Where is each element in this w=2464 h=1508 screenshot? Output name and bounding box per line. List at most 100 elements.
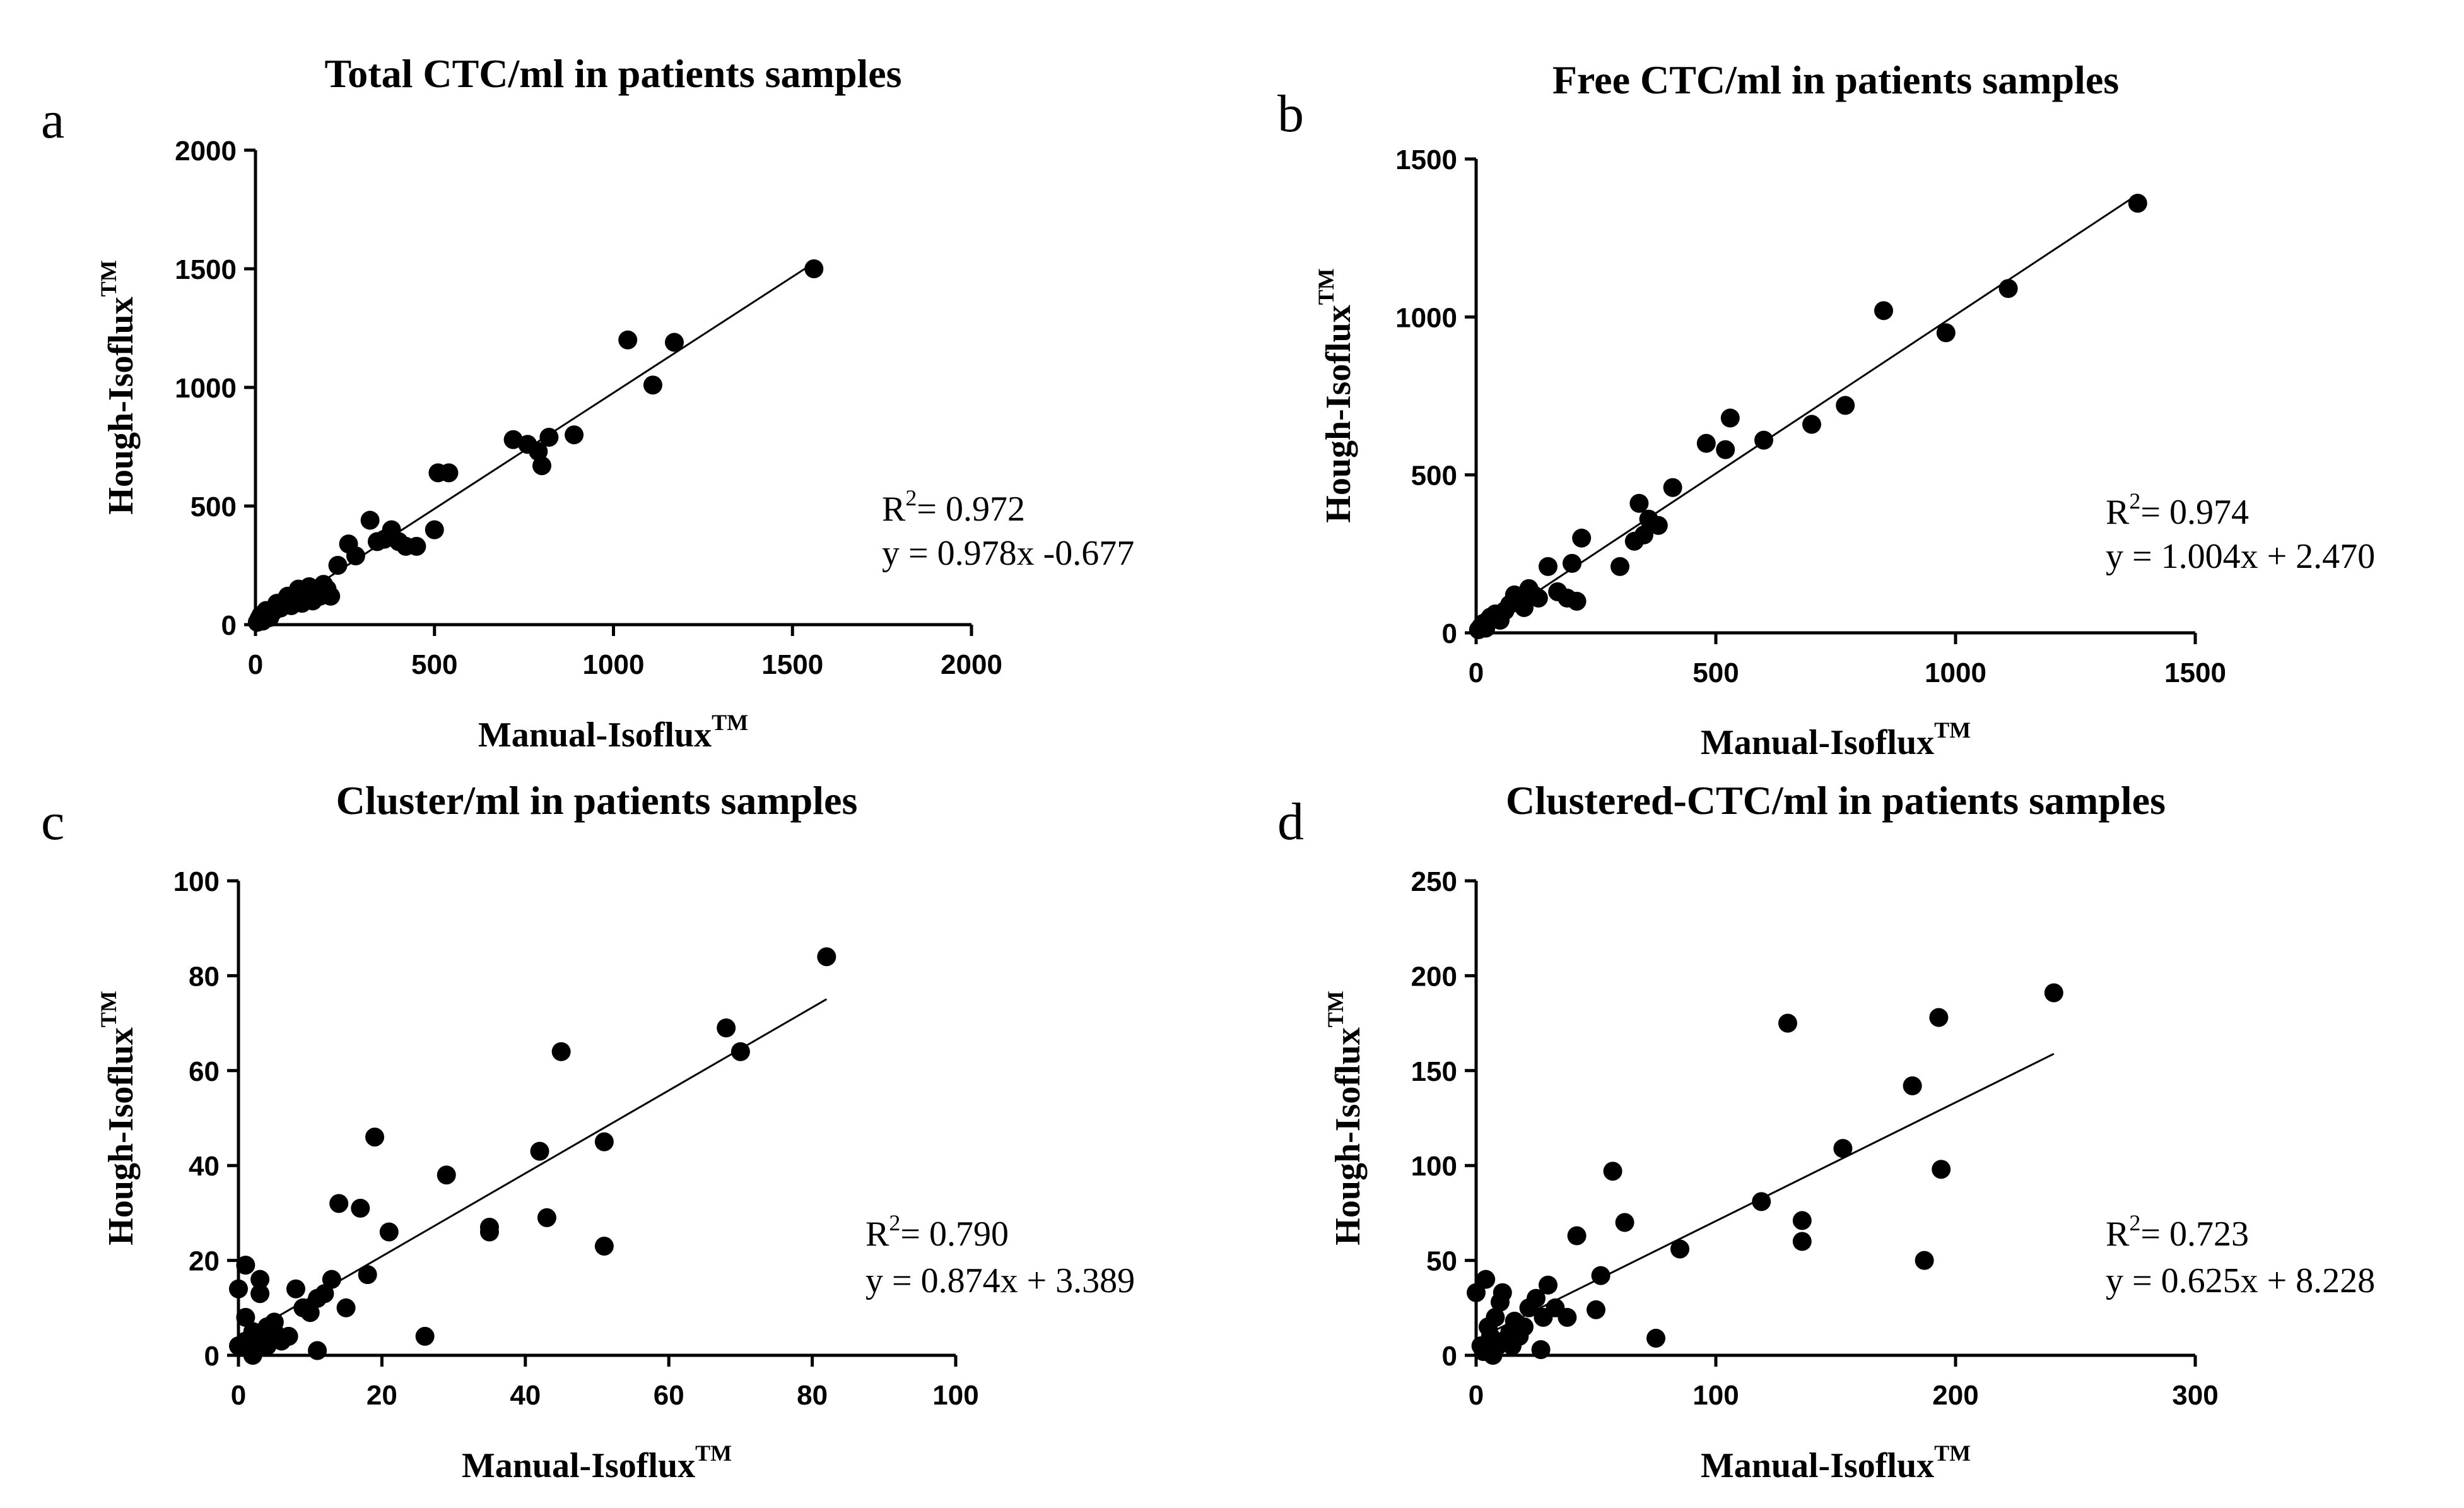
data-point — [358, 1265, 377, 1285]
x-tick-label: 1500 — [761, 649, 823, 680]
data-point — [1591, 1266, 1610, 1285]
data-point — [336, 1298, 356, 1317]
data-point — [1629, 493, 1649, 513]
r-squared-sup: 2 — [2129, 1210, 2140, 1235]
x-axis-label-text: Manual-Isoflux — [478, 716, 712, 755]
data-point — [1486, 1307, 1505, 1327]
r-squared-label: R — [882, 490, 906, 529]
r-squared-sup: 2 — [905, 485, 917, 510]
y-tick-label: 500 — [1411, 461, 1457, 492]
x-tick-label: 500 — [411, 649, 457, 680]
x-tick-label: 0 — [1469, 657, 1484, 688]
data-point — [360, 510, 380, 530]
x-axis-label-sup: TM — [712, 710, 748, 735]
data-point — [664, 333, 684, 352]
chart-title: Clustered-CTC/ml in patients samples — [1506, 778, 2166, 823]
data-point — [1476, 1269, 1496, 1289]
y-tick-label: 60 — [189, 1056, 220, 1087]
r-squared-annotation: R2= 0.972 — [882, 485, 1025, 529]
data-point — [2044, 983, 2063, 1003]
x-axis-label-text: Manual-Isoflux — [462, 1446, 695, 1485]
data-point — [1720, 408, 1740, 428]
y-tick-label: 150 — [1411, 1056, 1457, 1087]
x-axis-label: Manual-IsofluxTM — [1701, 717, 1971, 762]
x-axis-label-text: Manual-Isoflux — [1701, 723, 1934, 762]
data-point — [346, 546, 365, 565]
y-tick-label: 0 — [1442, 618, 1457, 649]
data-point — [537, 1208, 556, 1227]
r-squared-value: = 0.790 — [900, 1215, 1009, 1254]
x-axis-label: Manual-IsofluxTM — [1701, 1440, 1971, 1485]
y-axis-label-sup: TM — [1323, 991, 1348, 1027]
data-point — [1646, 1328, 1665, 1348]
r-squared-label: R — [865, 1215, 889, 1254]
data-point — [643, 375, 662, 395]
data-point — [1563, 553, 1581, 573]
data-point — [425, 520, 444, 539]
y-tick-label: 100 — [1411, 1151, 1457, 1182]
data-point — [315, 1284, 334, 1304]
data-point — [322, 1269, 341, 1289]
data-point — [1467, 1283, 1486, 1302]
data-point — [236, 1256, 255, 1275]
y-tick-label: 0 — [221, 610, 237, 641]
y-tick-label: 50 — [1426, 1246, 1457, 1277]
data-point — [1663, 478, 1682, 497]
y-axis-label: Hough-IsofluxTM — [96, 260, 141, 514]
data-point — [1603, 1162, 1622, 1181]
data-point — [1493, 1283, 1512, 1302]
data-point — [532, 456, 551, 476]
data-point — [1610, 557, 1629, 576]
data-point — [618, 330, 638, 350]
data-point — [257, 1336, 277, 1355]
data-point — [2128, 194, 2147, 213]
data-point — [1567, 591, 1587, 611]
x-tick-label: 0 — [1469, 1380, 1484, 1411]
x-tick-label: 2000 — [941, 649, 1002, 680]
data-point — [1716, 440, 1735, 459]
data-point — [1634, 525, 1653, 545]
x-tick-label: 20 — [367, 1380, 397, 1411]
chart-title: Total CTC/ml in patients samples — [324, 51, 901, 96]
data-point — [1903, 1076, 1922, 1095]
data-point — [1778, 1013, 1797, 1033]
x-axis-label-text: Manual-Isoflux — [1701, 1446, 1934, 1485]
x-axis-label-sup: TM — [695, 1440, 732, 1466]
data-point — [1802, 415, 1821, 434]
data-point — [1833, 1139, 1853, 1158]
y-axis-label: Hough-IsofluxTM — [1323, 991, 1368, 1245]
panel-letter: c — [41, 792, 64, 851]
panel-letter: a — [41, 91, 64, 150]
y-tick-label: 0 — [204, 1341, 220, 1372]
data-point — [565, 425, 584, 445]
data-point — [439, 463, 459, 483]
data-point — [804, 259, 824, 278]
x-tick-label: 80 — [797, 1380, 828, 1411]
data-point — [250, 1284, 270, 1304]
data-point — [1929, 1008, 1949, 1027]
r-squared-annotation: R2= 0.723 — [2106, 1210, 2249, 1254]
panel-letter: b — [1277, 85, 1304, 143]
x-tick-label: 200 — [1932, 1380, 1978, 1411]
x-axis-label: Manual-IsofluxTM — [478, 710, 748, 755]
data-point — [229, 1279, 248, 1299]
data-point — [1527, 1288, 1546, 1308]
y-tick-label: 1000 — [175, 373, 237, 404]
data-point — [1558, 1307, 1577, 1327]
r-squared-annotation: R2= 0.974 — [2106, 488, 2249, 532]
data-point — [1515, 1317, 1534, 1336]
y-axis-label-text: Hough-Isoflux — [1319, 305, 1358, 522]
y-tick-label: 20 — [189, 1246, 220, 1277]
regression-equation: y = 0.874x + 3.389 — [865, 1261, 1135, 1300]
data-point — [279, 1326, 298, 1346]
data-point — [1567, 1226, 1587, 1246]
data-point — [321, 586, 341, 606]
data-point — [1874, 301, 1893, 321]
r-squared-sup: 2 — [889, 1210, 900, 1235]
regression-equation: y = 0.625x + 8.228 — [2106, 1261, 2375, 1300]
y-axis-label-text: Hough-Isoflux — [1329, 1027, 1368, 1245]
data-point — [308, 1341, 327, 1360]
data-point — [1531, 1340, 1551, 1359]
